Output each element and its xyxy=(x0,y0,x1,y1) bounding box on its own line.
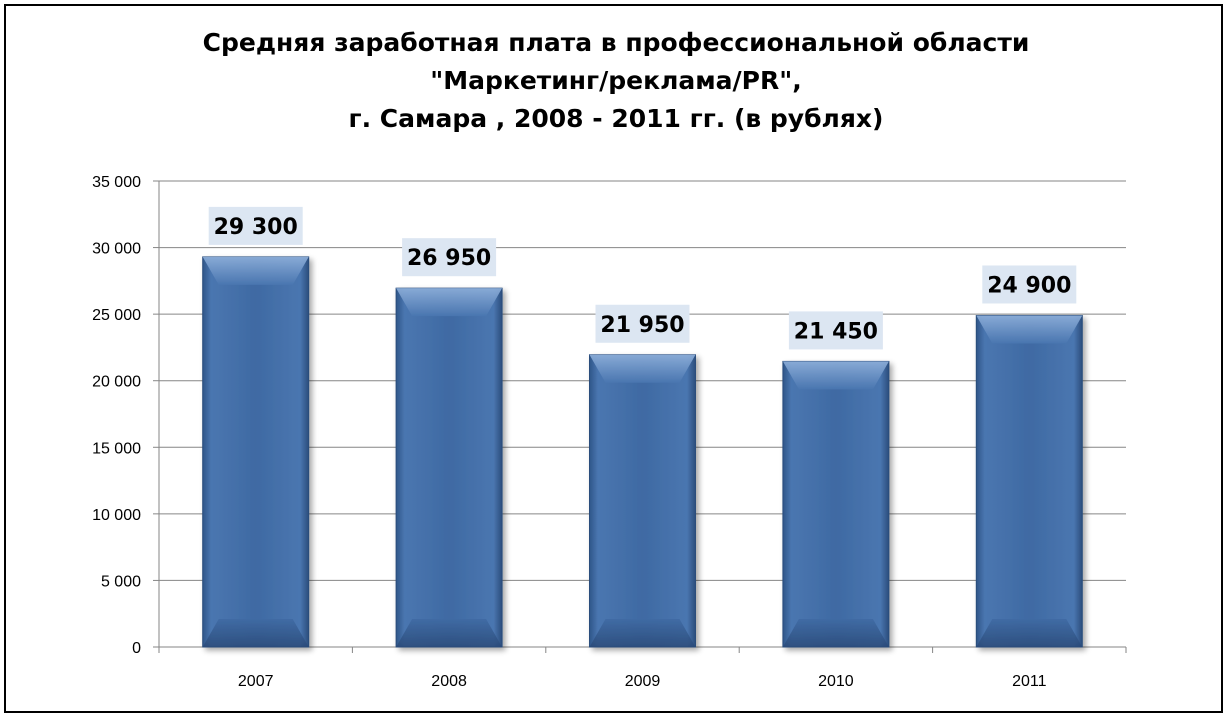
data-label-2008: 26 950 xyxy=(402,238,497,277)
data-label-2009: 21 950 xyxy=(595,304,690,343)
y-tick-label: 20 000 xyxy=(92,374,141,391)
bar-bevel-top xyxy=(396,288,503,317)
data-label: 26 950 xyxy=(407,246,491,271)
bar-bevel-bottom xyxy=(976,619,1083,647)
bar-bevel-top xyxy=(589,354,696,383)
bar-2008 xyxy=(395,287,503,648)
x-tick-label: 2010 xyxy=(818,673,854,690)
bar-2010 xyxy=(782,360,890,648)
axes: 0 5 000 10 000 15 000 20 000 25 000 30 000 35 0… xyxy=(92,174,1127,690)
bar-bevel-bottom xyxy=(396,619,503,647)
bar xyxy=(782,360,890,648)
y-tick-label: 0 xyxy=(132,640,141,657)
chart-title-line-1: Средняя заработная плата в профессиональ… xyxy=(202,28,1030,57)
bar-bevel-bottom xyxy=(782,619,889,647)
data-label: 24 900 xyxy=(987,273,1071,298)
y-tick-label: 5 000 xyxy=(101,573,141,590)
bar-2007 xyxy=(202,256,310,648)
data-label-background xyxy=(208,206,303,245)
bar xyxy=(202,256,310,648)
bar-2009 xyxy=(589,354,696,648)
data-labels: 29 300 26 950 21 950 21 450 24 900 xyxy=(208,206,1077,350)
bars xyxy=(202,256,1083,648)
x-tick-label: 2011 xyxy=(1012,673,1047,690)
data-label-2010: 21 450 xyxy=(788,311,883,350)
data-label: 21 450 xyxy=(794,319,878,344)
chart-title: Средняя заработная плата в профессиональ… xyxy=(0,24,1232,138)
bar-bevel-top xyxy=(976,315,1083,344)
x-tick-label: 2007 xyxy=(238,673,274,690)
bar xyxy=(395,287,503,648)
bar-bevel-bottom xyxy=(202,619,309,647)
bar-bevel-top xyxy=(202,256,309,285)
data-label: 21 950 xyxy=(600,313,684,338)
data-label-2011: 24 900 xyxy=(982,265,1077,304)
bar-bevel-top xyxy=(782,361,889,390)
data-label-2007: 29 300 xyxy=(208,206,303,245)
chart-title-line-3: г. Самара , 2008 - 2011 гг. (в рублях) xyxy=(348,104,884,133)
data-label-background xyxy=(788,311,883,350)
bar xyxy=(589,354,696,648)
y-tick-label: 25 000 xyxy=(92,307,141,324)
data-label: 29 300 xyxy=(214,215,298,240)
y-tick-label: 15 000 xyxy=(92,440,141,457)
y-tick-label: 30 000 xyxy=(92,241,141,258)
bar-2011 xyxy=(975,314,1083,648)
bar xyxy=(975,314,1083,648)
x-tick-label: 2008 xyxy=(431,673,467,690)
bar-bevel-bottom xyxy=(589,619,696,647)
data-label-background xyxy=(595,304,690,343)
x-tick-label: 2009 xyxy=(625,673,661,690)
chart-title-line-2: "Маркетинг/реклама/PR", xyxy=(430,66,802,95)
y-tick-label: 10 000 xyxy=(92,507,141,524)
data-label-background xyxy=(982,265,1077,304)
y-tick-label: 35 000 xyxy=(92,174,141,191)
data-label-background xyxy=(402,238,497,277)
